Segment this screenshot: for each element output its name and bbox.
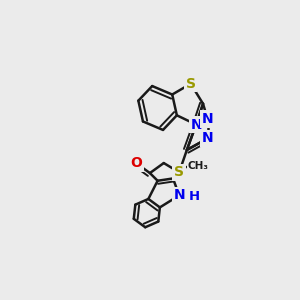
- Text: S: S: [174, 165, 184, 179]
- Text: H: H: [189, 190, 200, 203]
- Text: N: N: [202, 131, 214, 146]
- Text: N: N: [202, 112, 214, 126]
- Text: N: N: [190, 118, 202, 131]
- Text: CH₃: CH₃: [188, 161, 208, 171]
- Text: N: N: [173, 188, 185, 203]
- Text: O: O: [130, 156, 142, 170]
- Text: S: S: [186, 77, 196, 91]
